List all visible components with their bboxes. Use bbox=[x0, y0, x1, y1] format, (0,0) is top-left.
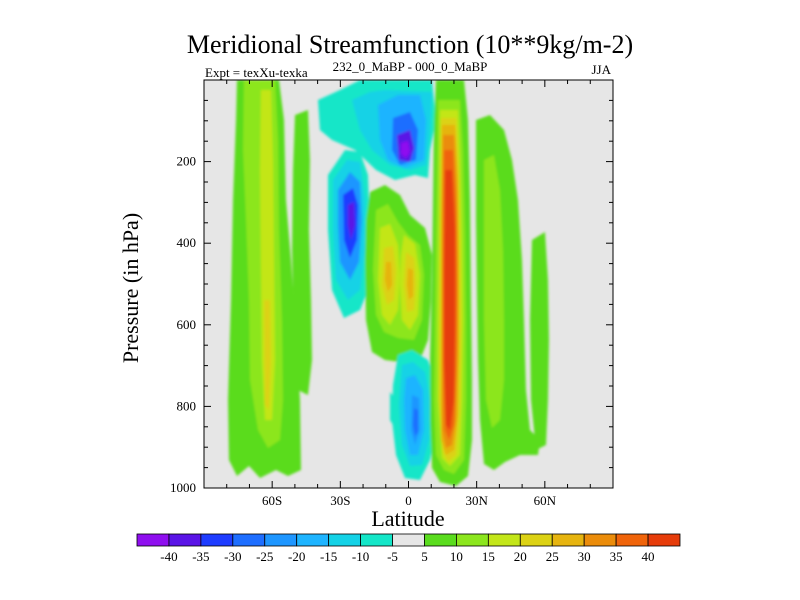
x-tick-label: 0 bbox=[405, 493, 412, 508]
y-axis-title: Pressure (in hPa) bbox=[118, 213, 143, 363]
contour-north-cell-10 bbox=[484, 155, 504, 428]
colorbar-swatch bbox=[647, 533, 681, 547]
colorbar-label: -25 bbox=[256, 549, 273, 564]
colorbar-label: 35 bbox=[610, 549, 623, 564]
y-tick-label: 200 bbox=[177, 154, 197, 169]
colorbar-label: -35 bbox=[192, 549, 209, 564]
y-tick-label: 600 bbox=[177, 317, 197, 332]
colorbar-swatch bbox=[328, 533, 361, 547]
y-tick-label: 400 bbox=[177, 235, 197, 250]
colorbar-label: -15 bbox=[320, 549, 337, 564]
colorbar-swatch bbox=[264, 533, 298, 547]
colorbar-swatch bbox=[200, 533, 234, 547]
colorbar: -40 -35 -30 -25 -20 -15 -10 -5 5 10 15 20 25 30 35 40 bbox=[136, 533, 681, 564]
colorbar-swatch bbox=[392, 533, 425, 547]
colorbar-swatch bbox=[296, 533, 330, 547]
colorbar-swatch bbox=[615, 533, 649, 547]
y-axis: 200 400 600 800 1000 bbox=[170, 99, 613, 495]
colorbar-label: 40 bbox=[642, 549, 655, 564]
contour-south-polar-25 bbox=[264, 300, 271, 410]
colorbar-swatch bbox=[232, 533, 266, 547]
colorbar-swatch bbox=[583, 533, 617, 547]
contour-upper-neg-40 bbox=[401, 141, 410, 158]
contour-tropical-pos-25 bbox=[385, 262, 413, 300]
colorbar-swatch bbox=[519, 533, 553, 547]
colorbar-label: -30 bbox=[224, 549, 241, 564]
x-tick-label: 60S bbox=[262, 493, 282, 508]
chart-subtitle-left: Expt = texXu-texka bbox=[205, 65, 308, 80]
contour-ss-neg-35 bbox=[348, 202, 355, 240]
colorbar-label: 15 bbox=[482, 549, 495, 564]
colorbar-swatch bbox=[551, 533, 585, 547]
contour-low-neg-25 bbox=[413, 408, 418, 436]
x-axis-title: Latitude bbox=[371, 506, 444, 531]
colorbar-label: 5 bbox=[421, 549, 428, 564]
colorbar-swatch bbox=[360, 533, 393, 547]
contour-south-polar-20 bbox=[260, 90, 275, 420]
colorbar-label: -20 bbox=[288, 549, 305, 564]
contour-south-mid bbox=[292, 110, 312, 395]
chart-subtitle-right: JJA bbox=[591, 62, 611, 77]
colorbar-swatch bbox=[168, 533, 202, 547]
colorbar-label: -5 bbox=[387, 549, 398, 564]
colorbar-label: 10 bbox=[450, 549, 463, 564]
x-tick-label: 30N bbox=[465, 493, 488, 508]
contour-north-high bbox=[530, 232, 549, 450]
colorbar-label: 20 bbox=[514, 549, 527, 564]
colorbar-label: -10 bbox=[352, 549, 369, 564]
colorbar-label: -40 bbox=[160, 549, 177, 564]
contour-fills bbox=[228, 80, 549, 486]
x-tick-label: 60N bbox=[534, 493, 557, 508]
chart-title: Meridional Streamfunction (10**9kg/m-2) bbox=[187, 30, 633, 59]
colorbar-swatch bbox=[424, 533, 457, 547]
colorbar-swatch bbox=[487, 533, 521, 547]
colorbar-label: 30 bbox=[578, 549, 591, 564]
y-tick-label: 800 bbox=[177, 398, 197, 413]
x-axis: 60S 30S 0 30N 60N bbox=[226, 80, 591, 508]
colorbar-label: 25 bbox=[546, 549, 559, 564]
x-tick-label: 30S bbox=[330, 493, 350, 508]
contour-hadley-40 bbox=[444, 170, 455, 430]
colorbar-swatch bbox=[136, 533, 170, 547]
chart-subtitle-center: 232_0_MaBP - 000_0_MaBP bbox=[333, 59, 488, 74]
colorbar-swatch bbox=[456, 533, 489, 547]
y-tick-label: 1000 bbox=[170, 480, 196, 495]
